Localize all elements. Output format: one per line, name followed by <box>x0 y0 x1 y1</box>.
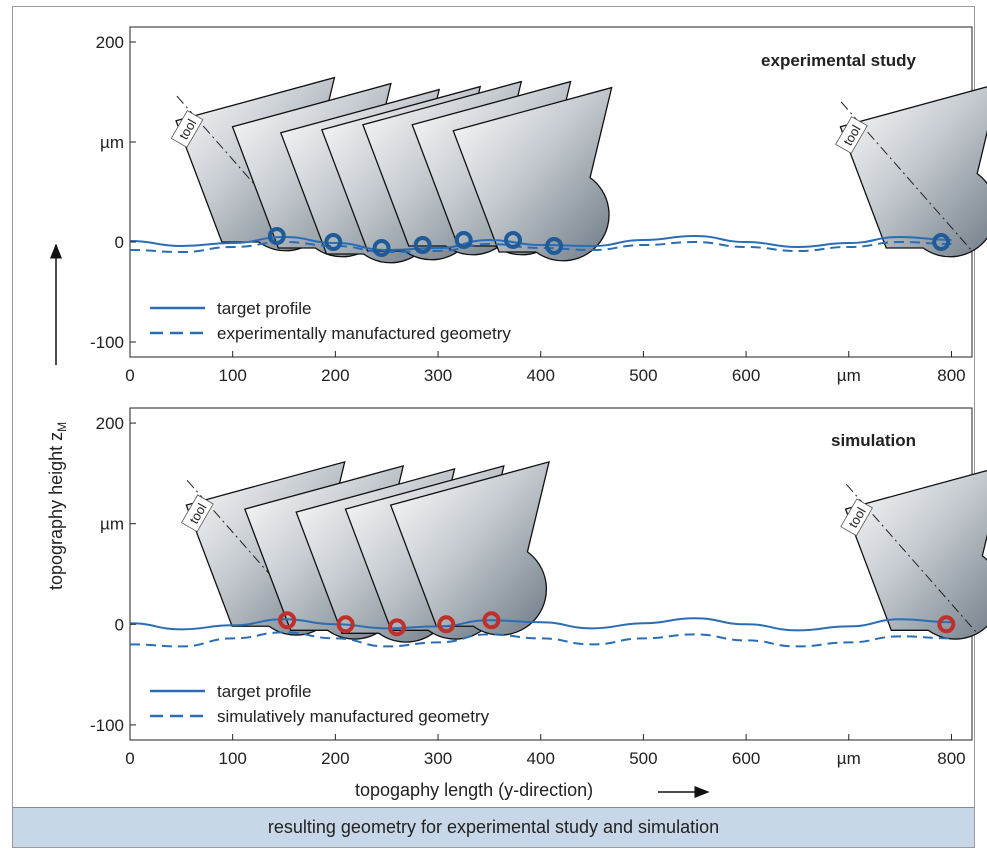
x-axis-label: topogaphy length (y-direction) <box>355 780 593 800</box>
x-tick-label: 100 <box>218 366 246 385</box>
tool-label-box <box>840 498 873 537</box>
y-tick-label: µm <box>100 515 124 534</box>
y-tick-label: 200 <box>96 414 124 433</box>
legend: target profile simulatively manufactured… <box>150 682 490 726</box>
y-tick-label: 200 <box>96 33 124 52</box>
manufactured-geometry-line <box>129 631 952 648</box>
tool-silhouettes: tool tool <box>170 76 987 264</box>
tool-label: tool <box>181 494 214 533</box>
tool-shape <box>389 460 550 636</box>
contact-marker <box>372 239 391 257</box>
x-axis-ticks: 0 100 200 300 400 500 600 µm 800 <box>125 734 966 768</box>
tool-silhouettes: tool tool <box>181 460 987 643</box>
tool-label-box <box>170 110 204 148</box>
tool-label-box <box>181 494 214 533</box>
x-tick-label: 400 <box>527 366 555 385</box>
contact-marker <box>437 615 456 634</box>
x-tick-label: 800 <box>937 749 965 768</box>
contact-marker <box>482 611 501 630</box>
x-tick-label: 200 <box>321 749 349 768</box>
contact-marker <box>504 231 523 249</box>
legend-manufactured-geometry: simulatively manufactured geometry <box>217 707 490 726</box>
contact-marker <box>267 227 286 245</box>
contact-marker <box>324 233 343 251</box>
contact-marker <box>387 618 406 637</box>
contact-marker <box>932 233 951 251</box>
x-tick-label: 600 <box>732 749 760 768</box>
y-tick-label: µm <box>100 133 124 152</box>
profile-lines <box>129 234 952 254</box>
legend-manufactured-geometry: experimentally manufactured geometry <box>217 324 511 343</box>
manufactured-geometry-line <box>129 240 952 254</box>
y-tick-label: 0 <box>115 615 124 634</box>
legend-target-profile: target profile <box>217 299 312 318</box>
tool-label: tool <box>170 110 204 148</box>
tool-shape <box>839 86 987 258</box>
x-tick-label: 600 <box>732 366 760 385</box>
y-tick-label: 0 <box>115 233 124 252</box>
x-tick-label: µm <box>837 366 861 385</box>
y-axis-ticks: 200 µm 0 -100 <box>90 414 136 735</box>
x-tick-label: 300 <box>424 366 452 385</box>
caption-bar: resulting geometry for experimental stud… <box>12 807 975 848</box>
x-tick-label: 0 <box>125 366 134 385</box>
tool-axis <box>845 483 977 633</box>
tool-label: tool <box>835 116 868 154</box>
y-tick-label: -100 <box>90 333 124 352</box>
contact-markers <box>278 611 956 637</box>
tool-axis <box>840 101 972 251</box>
contact-marker <box>278 611 297 630</box>
simulation-panel: tool tool 0 100 200 300 400 500 600 µm 800 200µm0… <box>90 407 987 768</box>
x-tick-label: 400 <box>527 749 555 768</box>
target-profile-line <box>129 234 952 252</box>
x-axis-ticks: 0 100 200 300 400 500 600 µm 800 <box>125 351 966 385</box>
x-tick-label: µm <box>837 749 861 768</box>
tool-shape <box>844 469 987 640</box>
contact-marker <box>937 615 956 634</box>
contact-marker <box>336 615 355 634</box>
tool-label: tool <box>840 498 873 537</box>
panel-title: simulation <box>831 431 916 450</box>
x-tick-label: 0 <box>125 749 134 768</box>
contact-marker <box>454 231 473 249</box>
y-tick-label: -100 <box>90 716 124 735</box>
y-axis-label: topography height zM <box>46 243 69 590</box>
tool-shape <box>452 86 613 262</box>
y-axis-ticks: 200 µm 0 -100 <box>90 33 136 352</box>
x-tick-label: 500 <box>629 366 657 385</box>
tool-label-box <box>835 116 868 154</box>
legend-target-profile: target profile <box>217 682 312 701</box>
target-profile-line <box>129 617 952 632</box>
x-tick-label: 500 <box>629 749 657 768</box>
experimental-study-panel: tool tool 0 100 200 300 400 500 600 µm 800 200µm0… <box>90 26 987 385</box>
panel-title: experimental study <box>761 51 916 70</box>
contact-marker <box>413 236 432 254</box>
caption-text: resulting geometry for experimental stud… <box>267 817 720 837</box>
x-tick-label: 300 <box>424 749 452 768</box>
legend: target profile experimentally manufactur… <box>150 299 511 343</box>
contact-markers <box>267 227 951 257</box>
x-tick-label: 200 <box>321 366 349 385</box>
contact-marker <box>545 237 564 255</box>
y-axis-label-text: topography height zM <box>46 422 69 590</box>
x-tick-label: 800 <box>937 366 965 385</box>
x-tick-label: 100 <box>218 749 246 768</box>
profile-lines <box>129 617 952 648</box>
